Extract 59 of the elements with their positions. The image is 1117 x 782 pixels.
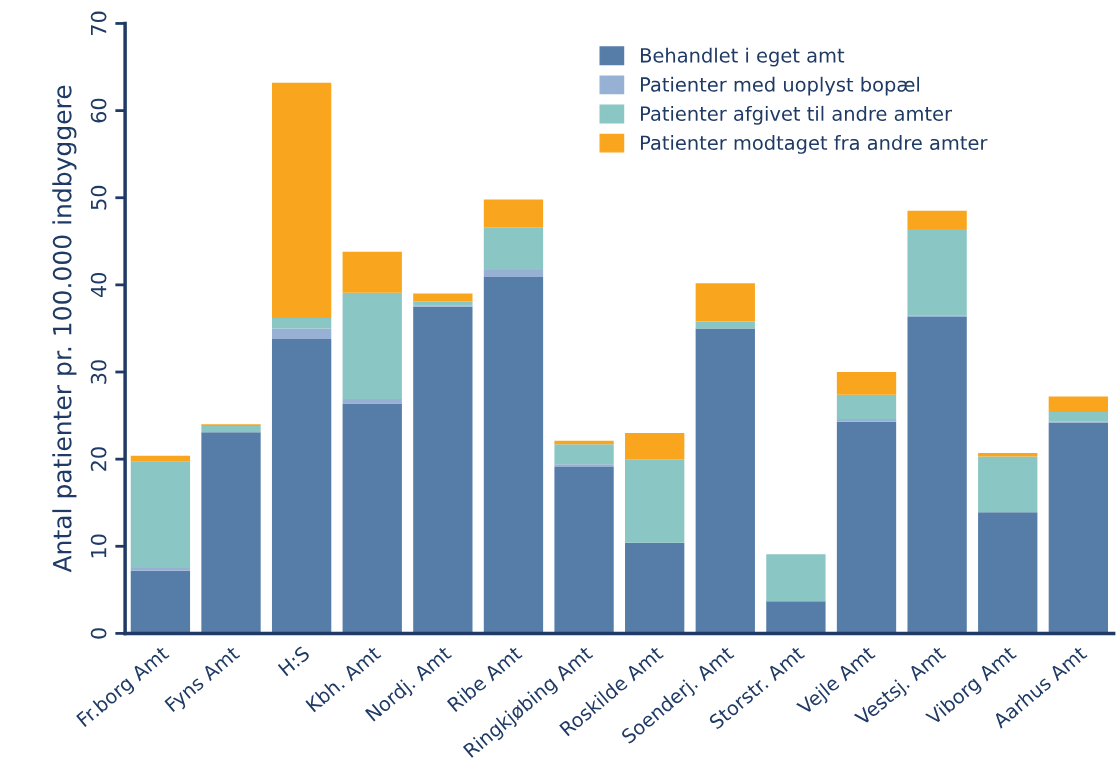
- bar: [413, 293, 473, 302]
- legend-label: Patienter modtaget fra andre amter: [640, 135, 988, 154]
- y-tick-label: 70: [90, 11, 107, 36]
- bar: [483, 199, 544, 228]
- bar: [625, 459, 685, 543]
- legend-label: Patienter afgivet til andre amter: [640, 105, 953, 125]
- bar: [201, 432, 261, 634]
- y-tick-label: 10: [90, 534, 107, 558]
- bar: [836, 394, 897, 420]
- bar: [130, 570, 191, 634]
- bar: [342, 251, 402, 293]
- bar: [907, 210, 967, 230]
- bar: [836, 421, 897, 634]
- bar: [413, 306, 473, 634]
- bar: [1048, 412, 1108, 422]
- bar: [695, 321, 755, 329]
- bar: [483, 270, 544, 278]
- bar: [483, 277, 544, 634]
- bar: [907, 229, 967, 316]
- legend-label: Behandlet i eget amt: [640, 47, 845, 67]
- bar: [483, 227, 544, 271]
- bar: [201, 426, 261, 433]
- bar: [766, 601, 826, 634]
- bar: [625, 542, 685, 634]
- bar: [554, 464, 614, 467]
- bar: [342, 399, 402, 404]
- bar: [625, 433, 685, 460]
- y-tick-label: 30: [90, 360, 107, 384]
- bar: [271, 338, 332, 634]
- bar: [695, 328, 755, 634]
- bar: [271, 317, 332, 329]
- y-tick-label: 20: [90, 447, 107, 471]
- bar: [271, 82, 332, 318]
- bar: [978, 453, 1038, 457]
- bar: [554, 444, 614, 465]
- y-axis-title: Antal patienter pr. 100.000 indbyggere: [52, 85, 77, 573]
- bar: [978, 456, 1038, 513]
- bar: [1048, 422, 1108, 634]
- legend-label: Patienter med uoplyst bopæl: [640, 76, 920, 96]
- y-tick-label: 50: [90, 185, 107, 210]
- x-tick-label: H:S: [277, 645, 311, 677]
- bar: [695, 283, 755, 322]
- bar: [130, 461, 191, 569]
- bar: [1048, 396, 1108, 413]
- bar: [836, 419, 897, 422]
- bar: [554, 466, 614, 634]
- bar: [907, 317, 967, 634]
- bar: [766, 554, 826, 602]
- y-tick-label: 60: [90, 98, 107, 123]
- bar: [978, 512, 1038, 634]
- bar: [836, 372, 897, 395]
- y-tick-label: 40: [90, 273, 107, 298]
- y-tick-label: 0: [90, 628, 107, 639]
- bar: [130, 568, 191, 571]
- bar: [342, 403, 402, 634]
- bar: [271, 328, 332, 339]
- bar: [342, 292, 402, 400]
- bar: [413, 301, 473, 306]
- bar: [130, 455, 191, 462]
